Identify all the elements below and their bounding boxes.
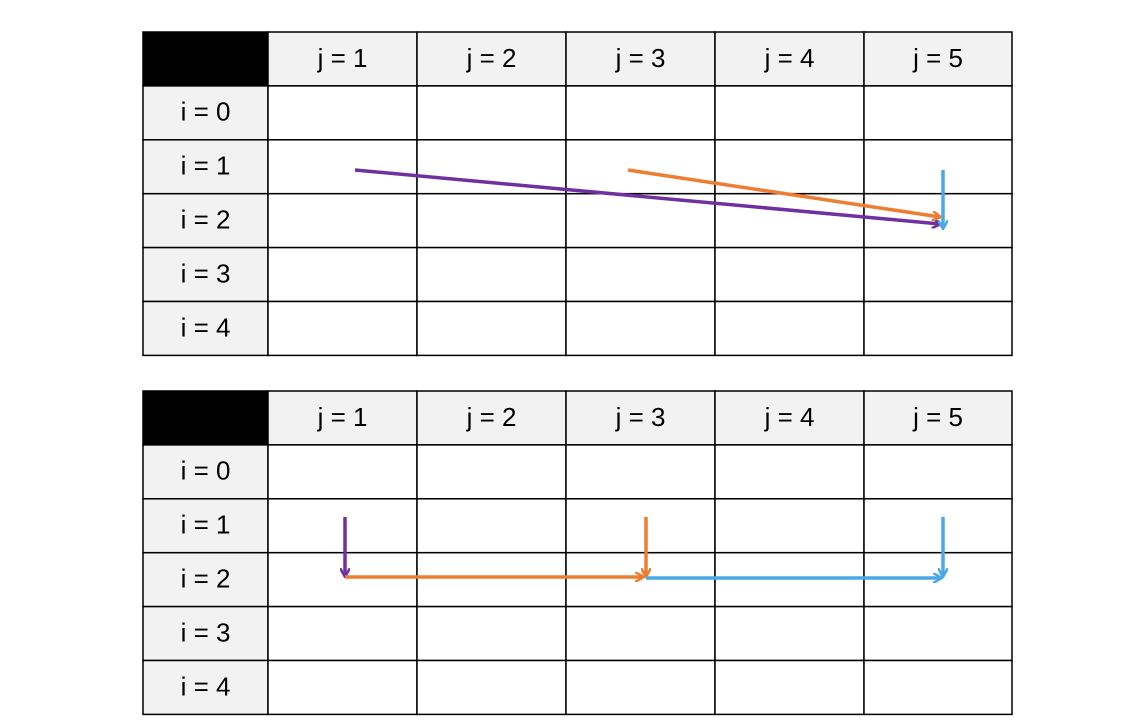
- column-label: j = 2: [466, 402, 517, 432]
- cell: [863, 444, 1013, 500]
- cell: [714, 498, 865, 554]
- column-label: j = 2: [466, 43, 517, 73]
- row-header-cell: [142, 498, 269, 554]
- row-label: i = 0: [181, 97, 231, 127]
- row-label: i = 3: [181, 258, 231, 288]
- cell: [863, 659, 1013, 716]
- cell: [416, 139, 567, 195]
- row-label: i = 4: [181, 312, 231, 342]
- column-label: j = 3: [615, 402, 666, 432]
- header-cell: [267, 31, 418, 87]
- cell: [714, 605, 865, 662]
- cell: [565, 498, 716, 554]
- cell: [565, 246, 716, 303]
- row-label: i = 1: [181, 510, 231, 540]
- header-cell: [267, 390, 418, 446]
- header-cell: [416, 390, 567, 446]
- column-label: j = 4: [764, 43, 815, 73]
- cell: [863, 498, 1013, 554]
- column-label: dp[i][j]: [171, 43, 240, 73]
- header-cell: [714, 390, 865, 446]
- row-header-cell: [142, 659, 269, 716]
- cell: [267, 300, 418, 357]
- cell: [416, 85, 567, 141]
- corner-cell: [142, 31, 269, 87]
- cell: [416, 551, 567, 608]
- cell: [267, 498, 418, 554]
- row-header-cell: [142, 246, 269, 303]
- row-header-cell: [142, 192, 269, 249]
- column-label: j = 4: [764, 402, 815, 432]
- cell: [714, 246, 865, 303]
- column-label: dp[i][j]: [171, 402, 240, 432]
- tables: dp[i][j] j = 1 j = 2 j = 3 j = 4 j = 5 i = 0 i …: [142, 31, 1013, 716]
- cell: [565, 85, 716, 141]
- column-label: j = 1: [317, 402, 368, 432]
- arrows: [345, 168, 943, 578]
- cell: [416, 300, 567, 357]
- row-label: i = 4: [181, 671, 231, 701]
- cell: [267, 192, 418, 249]
- cell: [416, 246, 567, 303]
- row-label: i = 0: [181, 456, 231, 486]
- column-label: j = 1: [317, 43, 368, 73]
- cell: [416, 498, 567, 554]
- row-label: i = 3: [181, 617, 231, 647]
- cell: [416, 444, 567, 500]
- row-label: i = 1: [181, 151, 231, 181]
- row-label: i = 2: [181, 564, 231, 594]
- cell: [267, 139, 418, 195]
- cell: [267, 605, 418, 662]
- cell: [416, 605, 567, 662]
- header-cell: [863, 31, 1013, 87]
- header-cell: [863, 390, 1013, 446]
- cell: [863, 85, 1013, 141]
- cell: [416, 192, 567, 249]
- column-label: j = 5: [912, 402, 963, 432]
- cell: [267, 444, 418, 500]
- cell: [863, 300, 1013, 357]
- arrow: [354, 168, 940, 224]
- cell: [565, 659, 716, 716]
- cell: [416, 659, 567, 716]
- cell: [863, 605, 1013, 662]
- column-label: j = 5: [912, 43, 963, 73]
- header-cell: [416, 31, 567, 87]
- cell: [267, 85, 418, 141]
- cell: [565, 444, 716, 500]
- cell: [267, 246, 418, 303]
- cell: [565, 139, 716, 195]
- cell: [714, 659, 865, 716]
- cell: [863, 139, 1013, 195]
- corner-cell: [142, 390, 269, 446]
- column-label: j = 3: [615, 43, 666, 73]
- cell: [863, 246, 1013, 303]
- cell: [714, 85, 865, 141]
- header-cell: [565, 390, 716, 446]
- row-header-cell: [142, 605, 269, 662]
- row-header-cell: [142, 444, 269, 500]
- row-header-cell: [142, 139, 269, 195]
- cell: [714, 300, 865, 357]
- cell: [565, 605, 716, 662]
- arrow: [627, 168, 940, 217]
- cell: [267, 659, 418, 716]
- row-label: i = 2: [181, 205, 231, 235]
- cell: [714, 444, 865, 500]
- cell: [267, 551, 418, 608]
- cell: [565, 300, 716, 357]
